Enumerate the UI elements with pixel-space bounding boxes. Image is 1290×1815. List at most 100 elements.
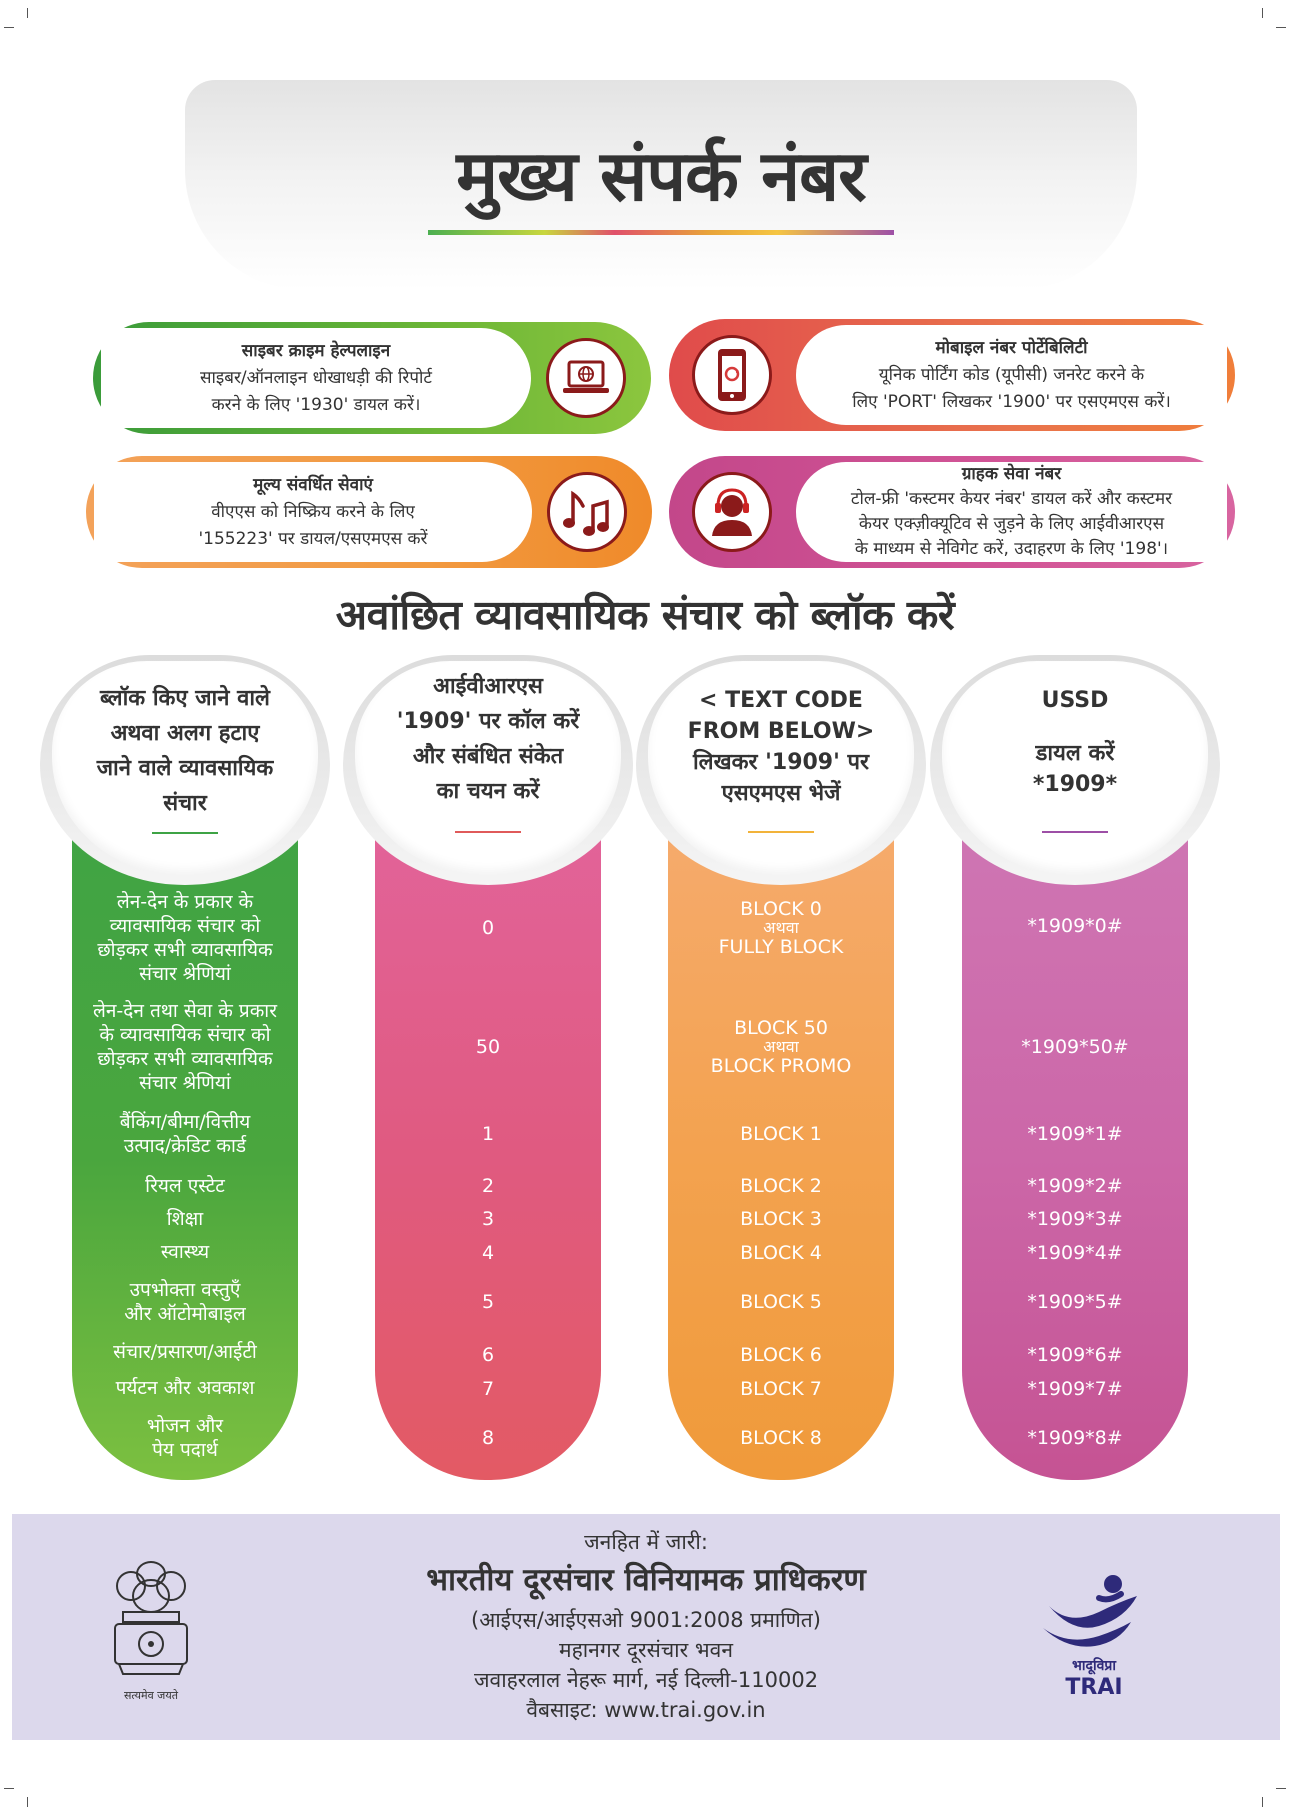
crop-mark bbox=[4, 1788, 14, 1789]
heading-line: लिखकर '1909' पर bbox=[692, 750, 870, 775]
category-row: शिक्षा bbox=[166, 1208, 204, 1230]
ivrs-code: 7 bbox=[481, 1378, 495, 1400]
sms-code: BLOCK 50 अथवा BLOCK PROMO bbox=[710, 1017, 852, 1077]
national-emblem-icon: सत्यमेव जयते bbox=[96, 1552, 206, 1702]
card-cyber-crime: साइबर क्राइम हेल्पलाइन साइबर/ऑनलाइन धोखा… bbox=[93, 322, 651, 434]
ussd-code: *1909*4# bbox=[1027, 1242, 1123, 1264]
card-care-text: ग्राहक सेवा नंबर टोल-फ्री 'कस्टमर केयर न… bbox=[796, 462, 1227, 562]
category-row: लेन-देन के प्रकार के व्यावसायिक संचार को … bbox=[97, 891, 273, 985]
trai-logo-english: TRAI bbox=[1065, 1675, 1123, 1700]
ivrs-code: 1 bbox=[481, 1123, 495, 1145]
sms-code: BLOCK 1 bbox=[740, 1123, 822, 1145]
heading-line: आईवीआरएस bbox=[433, 674, 543, 699]
card-line: केयर एक्ज़ीक्यूटिव से जुड़ने के लिए आईवी… bbox=[858, 514, 1165, 534]
category-row: लेन-देन तथा सेवा के प्रकार के व्यावसायिक … bbox=[93, 1000, 277, 1094]
trai-logo-hindi: भादूविप्रा bbox=[1072, 1658, 1116, 1674]
category-row: रियल एस्टेट bbox=[145, 1175, 225, 1197]
ivrs-code: 8 bbox=[481, 1427, 495, 1449]
crop-mark bbox=[1276, 27, 1286, 28]
heading-line: USSD bbox=[1041, 688, 1109, 713]
category-row: उपभोक्ता वस्तुएँ और ऑटोमोबाइल bbox=[124, 1279, 246, 1325]
title-underline bbox=[428, 230, 894, 235]
card-line: साइबर/ऑनलाइन धोखाधड़ी की रिपोर्ट bbox=[200, 367, 432, 388]
page-title: मुख्य संपर्क नंबर bbox=[456, 135, 866, 217]
sms-code: BLOCK 8 bbox=[740, 1427, 822, 1449]
heading-line: अथवा अलग हटाए bbox=[110, 721, 260, 746]
address: जवाहरलाल नेहरू मार्ग, नई दिल्ली-110002 bbox=[473, 1668, 819, 1692]
column-ivrs: आईवीआरएस '1909' पर कॉल करें और संबंधित स… bbox=[343, 655, 633, 1480]
sms-code: BLOCK 0 अथवा FULLY BLOCK bbox=[718, 898, 844, 958]
card-line: के माध्यम से नेविगेट करें, उदाहरण के लिए… bbox=[854, 539, 1169, 559]
ivrs-code: 5 bbox=[481, 1291, 495, 1313]
heading-line: एसएमएस भेजें bbox=[721, 781, 841, 806]
section-title: अवांछित व्यावसायिक संचार को ब्लॉक करें bbox=[335, 591, 955, 639]
ivrs-code: 6 bbox=[481, 1344, 495, 1366]
column-head bbox=[930, 655, 1220, 885]
column-head-inner bbox=[52, 661, 318, 876]
heading-line: संचार bbox=[163, 791, 207, 816]
sms-code: BLOCK 2 bbox=[740, 1175, 822, 1197]
crop-mark bbox=[1262, 1797, 1263, 1807]
heading-underline bbox=[152, 832, 218, 834]
trai-logo: भादूविप्रा TRAI bbox=[1034, 1572, 1154, 1712]
sms-code: BLOCK 5 bbox=[740, 1291, 822, 1313]
card-title: मूल्य संवर्धित सेवाएं bbox=[253, 474, 373, 495]
sms-code: BLOCK 4 bbox=[740, 1242, 822, 1264]
category-row: संचार/प्रसारण/आईटी bbox=[113, 1341, 257, 1363]
card-title: साइबर क्राइम हेल्पलाइन bbox=[241, 340, 391, 361]
card-line: '155223' पर डायल/एसएमएस करें bbox=[198, 528, 428, 549]
column-heading: ब्लॉक किए जाने वाले अथवा अलग हटाए जाने व… bbox=[62, 681, 308, 821]
building-name: महानगर दूरसंचार भवन bbox=[559, 1638, 733, 1662]
ivrs-code: 0 bbox=[481, 917, 495, 939]
ussd-code: *1909*5# bbox=[1027, 1291, 1123, 1313]
footer-panel: सत्यमेव जयते जनहित में जारी: भारतीय दूरस… bbox=[12, 1514, 1280, 1740]
ivrs-code: 50 bbox=[475, 1036, 501, 1058]
ussd-code: *1909*2# bbox=[1027, 1175, 1123, 1197]
heading-line: '1909' पर कॉल करें bbox=[396, 709, 580, 734]
ussd-code: *1909*6# bbox=[1027, 1344, 1123, 1366]
heading-line: डायल करें bbox=[1035, 741, 1115, 766]
column-head-inner bbox=[942, 661, 1208, 876]
heading-underline bbox=[455, 831, 521, 833]
heading-underline bbox=[748, 831, 814, 833]
crop-mark bbox=[1262, 8, 1263, 18]
heading-line: जाने वाले व्यावसायिक bbox=[96, 756, 274, 781]
certification: (आईएस/आईएसओ 9001:2008 प्रमाणित) bbox=[471, 1608, 821, 1632]
column-head bbox=[636, 655, 926, 885]
ussd-code: *1909*8# bbox=[1027, 1427, 1123, 1449]
crop-mark bbox=[4, 27, 14, 28]
card-mnp-text: मोबाइल नंबर पोर्टेबिलिटी यूनिक पोर्टिंग … bbox=[796, 325, 1227, 425]
ussd-code: *1909*3# bbox=[1027, 1208, 1123, 1230]
heading-line: *1909* bbox=[1032, 772, 1118, 797]
heading-line: < TEXT CODE bbox=[699, 688, 863, 713]
laptop-globe-icon bbox=[546, 338, 626, 418]
column-head-inner bbox=[355, 661, 621, 876]
column-ussd: USSD डायल करें *1909* *1909*0# *1909*50#… bbox=[930, 655, 1220, 1480]
emblem-motto: सत्यमेव जयते bbox=[123, 1689, 178, 1702]
column-heading: < TEXT CODE FROM BELOW> लिखकर '1909' पर … bbox=[658, 685, 904, 809]
column-head bbox=[40, 655, 330, 885]
category-row: भोजन और पेय पदार्थ bbox=[146, 1415, 224, 1461]
heading-underline bbox=[1042, 831, 1108, 833]
heading-line: का चयन करें bbox=[436, 779, 540, 804]
headset-agent-icon bbox=[692, 472, 772, 552]
ivrs-code: 2 bbox=[481, 1175, 495, 1197]
card-title: ग्राहक सेवा नंबर bbox=[961, 464, 1062, 484]
column-heading: आईवीआरएस '1909' पर कॉल करें और संबंधित स… bbox=[365, 669, 611, 809]
organization-name: भारतीय दूरसंचार विनियामक प्राधिकरण bbox=[426, 1562, 866, 1598]
crop-mark bbox=[27, 1797, 28, 1807]
card-vas-text: मूल्य संवर्धित सेवाएं वीएएस को निष्क्रिय… bbox=[94, 462, 532, 562]
card-line: करने के लिए '1930' डायल करें। bbox=[211, 394, 421, 415]
sms-code: BLOCK 7 bbox=[740, 1378, 822, 1400]
card-mobile-portability: मोबाइल नंबर पोर्टेबिलिटी यूनिक पोर्टिंग … bbox=[669, 319, 1235, 431]
column-sms: < TEXT CODE FROM BELOW> लिखकर '1909' पर … bbox=[636, 655, 926, 1480]
ussd-code: *1909*0# bbox=[1027, 915, 1123, 937]
ussd-code: *1909*1# bbox=[1027, 1123, 1123, 1145]
category-row: पर्यटन और अवकाश bbox=[115, 1377, 255, 1399]
crop-mark bbox=[27, 8, 28, 18]
card-value-added-services: मूल्य संवर्धित सेवाएं वीएएस को निष्क्रिय… bbox=[86, 456, 652, 568]
card-line: यूनिक पोर्टिंग कोड (यूपीसी) जनरेट करने क… bbox=[878, 364, 1145, 385]
column-categories: ब्लॉक किए जाने वाले अथवा अलग हटाए जाने व… bbox=[40, 655, 330, 1480]
card-line: टोल-फ्री 'कस्टमर केयर नंबर' डायल करें और… bbox=[850, 489, 1173, 509]
column-heading: USSD डायल करें *1909* bbox=[952, 685, 1198, 800]
